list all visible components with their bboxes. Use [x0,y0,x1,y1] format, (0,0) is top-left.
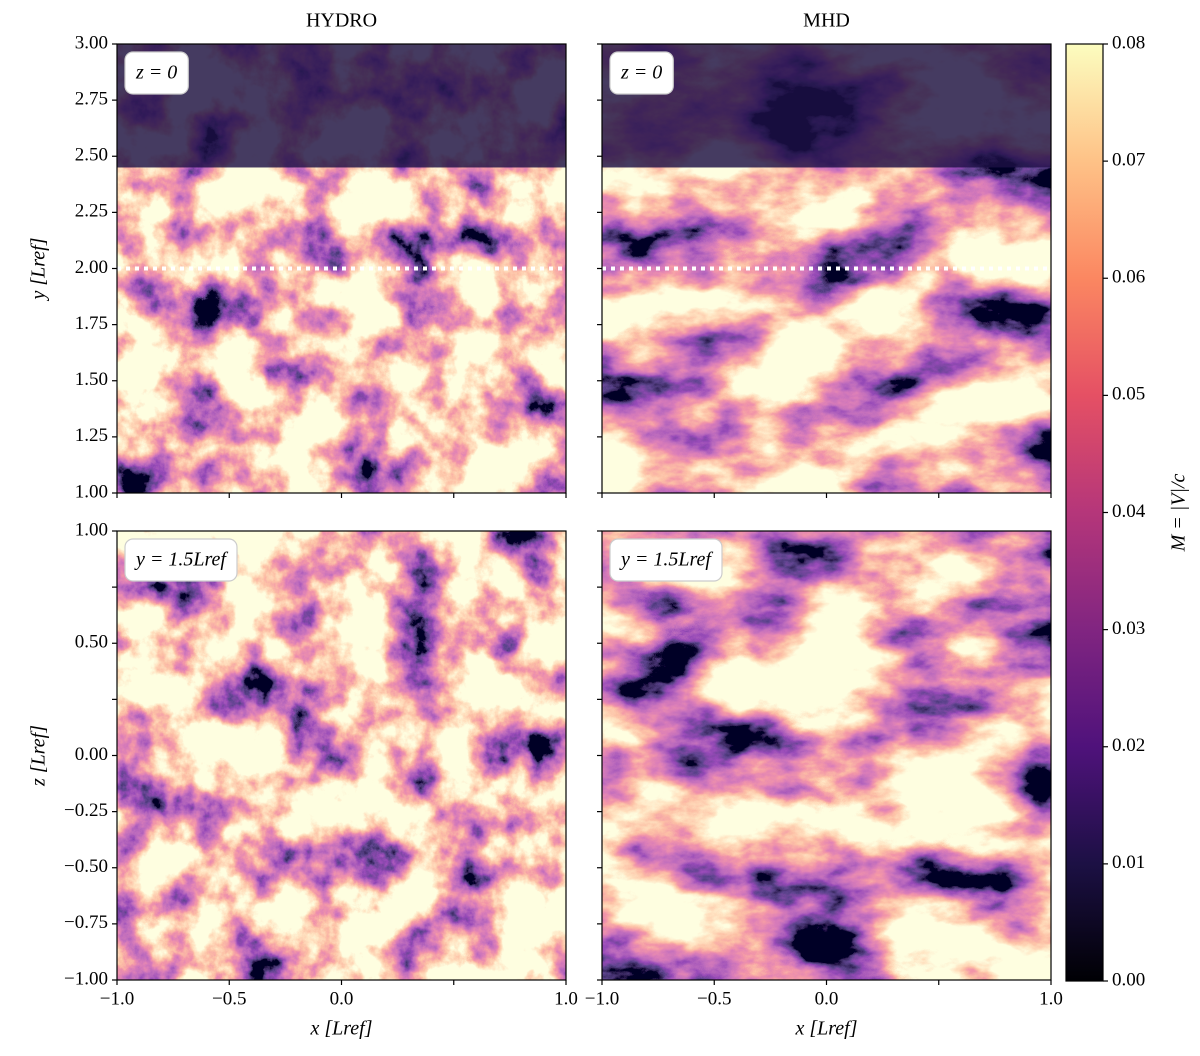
heatmap-field [117,531,566,980]
heatmap-image [117,531,566,980]
y-tick-label: 2.00 [75,257,108,278]
x-axis-label: x [Lref] [794,1018,857,1040]
annotation-box [609,51,674,95]
annotation-box [124,51,189,95]
colorbar-tick-label: 0.08 [1112,32,1145,53]
panel-title: MHD [803,10,850,32]
heatmap-field [602,44,1051,493]
x-tick-label: −1.0 [585,988,619,1009]
x-tick-label: 0.0 [815,988,839,1009]
y-tick-label: 1.50 [75,369,108,390]
y-tick-label: −0.25 [64,800,108,821]
annotation-box [124,538,238,582]
y-tick-label: 1.00 [75,519,108,540]
colorbar-tick-label: 0.00 [1112,969,1145,990]
x-axis-label: x [Lref] [309,1018,372,1040]
upper-layer [602,44,1051,168]
y-tick-label: 2.75 [75,88,108,109]
y-tick-label: −0.75 [64,912,108,933]
y-tick-label: 1.00 [75,481,108,502]
heatmap-field [602,531,1051,980]
colorbar-tick-label: 0.04 [1112,501,1146,522]
colorbar-tick-label: 0.01 [1112,852,1145,873]
y-tick-label: 3.00 [75,32,108,53]
annotation: z = 0 [135,62,177,84]
upper-layer [117,44,566,168]
y-axis-label: y [Lref] [28,237,50,301]
y-tick-label: −1.00 [64,968,108,989]
x-tick-label: −0.5 [212,988,246,1009]
x-tick-label: −0.5 [697,988,731,1009]
heatmap-image [602,531,1051,980]
x-tick-label: 1.0 [554,988,578,1009]
y-axis-label: z [Lref] [28,725,50,787]
y-tick-label: 0.50 [75,632,108,653]
colorbar-tick-label: 0.06 [1112,267,1145,288]
colorbar-tick-label: 0.03 [1112,618,1145,639]
y-tick-label: 0.00 [75,744,108,765]
annotation: y = 1.5Lref [134,549,228,571]
panel-title: HYDRO [306,10,377,32]
y-tick-label: 1.75 [75,313,108,334]
x-tick-label: −1.0 [100,988,134,1009]
x-tick-label: 0.0 [330,988,354,1009]
colorbar-label: M = |V|/c [1168,473,1190,552]
y-tick-label: 2.25 [75,201,108,222]
colorbar-tick-label: 0.02 [1112,735,1145,756]
colorbar-tick-label: 0.05 [1112,384,1145,405]
y-tick-label: 2.50 [75,145,108,166]
y-tick-label: 1.25 [75,425,108,446]
colorbar-tick-label: 0.07 [1112,149,1145,170]
annotation: y = 1.5Lref [619,549,713,571]
annotation: z = 0 [620,62,662,84]
x-tick-label: 1.0 [1039,988,1063,1009]
annotation-box [609,538,723,582]
y-tick-label: −0.50 [64,856,108,877]
colorbar [1065,43,1104,982]
